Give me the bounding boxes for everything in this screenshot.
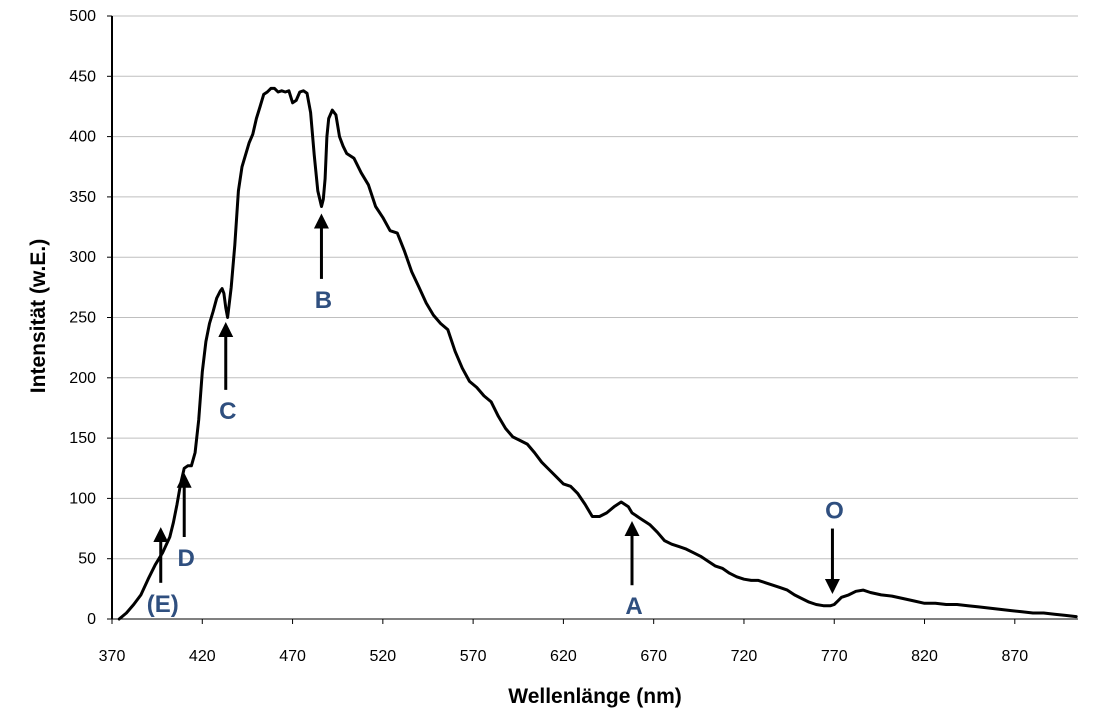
x-tick-label: 820	[911, 648, 938, 665]
annotations: (E) D C B A O	[147, 213, 844, 620]
y-tick-label: 0	[87, 611, 96, 628]
y-tick-label: 500	[69, 8, 96, 25]
x-tick-label: 670	[640, 648, 667, 665]
x-tick-label: 520	[369, 648, 396, 665]
x-tick-label: 720	[731, 648, 758, 665]
annotation-label: B	[315, 287, 332, 314]
annotation-label: D	[178, 545, 195, 572]
x-tick-label: 470	[279, 648, 306, 665]
y-tick-label: 250	[69, 310, 96, 327]
annotation-label: A	[625, 593, 642, 620]
x-tick-label: 570	[460, 648, 487, 665]
x-tick-label: 770	[821, 648, 848, 665]
annotation-label: (E)	[147, 591, 179, 618]
y-tick-label: 200	[69, 370, 96, 387]
x-tick-label: 370	[99, 648, 126, 665]
y-axis-title: Intensität (w.E.)	[27, 239, 50, 393]
axes: 0 50 100 150 200 250 300 350 400 450 500 370 420 470 5…	[69, 8, 1078, 665]
x-tick-label: 420	[189, 648, 216, 665]
annotation-label: O	[825, 498, 844, 525]
x-tick-label: 620	[550, 648, 577, 665]
y-tick-label: 300	[69, 249, 96, 266]
x-axis-title: Wellenlänge (nm)	[508, 685, 681, 708]
y-tick-label: 50	[78, 551, 96, 568]
spectrum-line	[117, 86, 1078, 621]
y-tick-label: 350	[69, 189, 96, 206]
annotation-label: C	[219, 398, 236, 425]
y-tick-label: 400	[69, 129, 96, 146]
y-tick-label: 450	[69, 68, 96, 85]
y-tick-label: 100	[69, 490, 96, 507]
x-tick-label: 870	[1001, 648, 1028, 665]
series-layer	[117, 86, 1078, 621]
gridlines	[112, 15, 1078, 560]
y-tick-label: 150	[69, 430, 96, 447]
